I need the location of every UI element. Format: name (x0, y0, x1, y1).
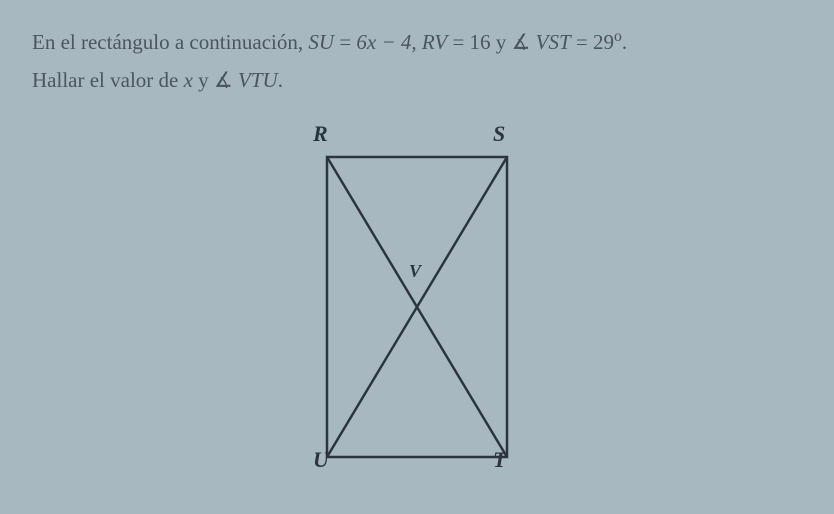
line2-prefix: Hallar el valor de (32, 68, 184, 92)
eq1-rhs: 6x − 4 (356, 30, 411, 54)
eq2-rhs: 16 (470, 30, 491, 54)
line1-suffix: . (622, 30, 627, 54)
rectangle-svg (317, 147, 517, 467)
eq1-lhs: SU (308, 30, 334, 54)
eq2-lhs: RV (422, 30, 447, 54)
vertex-label-v: V (409, 261, 421, 282)
conj: y (491, 30, 512, 54)
problem-line-1: En el rectángulo a continuación, SU = 6x… (32, 24, 802, 60)
problem-line-2: Hallar el valor de x y ∡ VTU. (32, 64, 802, 98)
degree-icon: o (614, 28, 622, 45)
angle-icon-2: ∡ (214, 69, 233, 92)
rectangle-diagram: R S U T V (277, 127, 557, 487)
line2-conj: y (193, 68, 214, 92)
angle-name: VST (536, 30, 571, 54)
line1-prefix: En el rectángulo a continuación, (32, 30, 308, 54)
angle-value: 29 (593, 30, 614, 54)
var-x: x (184, 68, 193, 92)
angle2-name: VTU (238, 68, 278, 92)
vertex-label-s: S (493, 121, 505, 147)
vertex-label-t: T (493, 447, 506, 473)
line2-suffix: . (278, 68, 283, 92)
angle-icon: ∡ (512, 31, 531, 54)
vertex-label-u: U (313, 447, 329, 473)
vertex-label-r: R (313, 121, 328, 147)
